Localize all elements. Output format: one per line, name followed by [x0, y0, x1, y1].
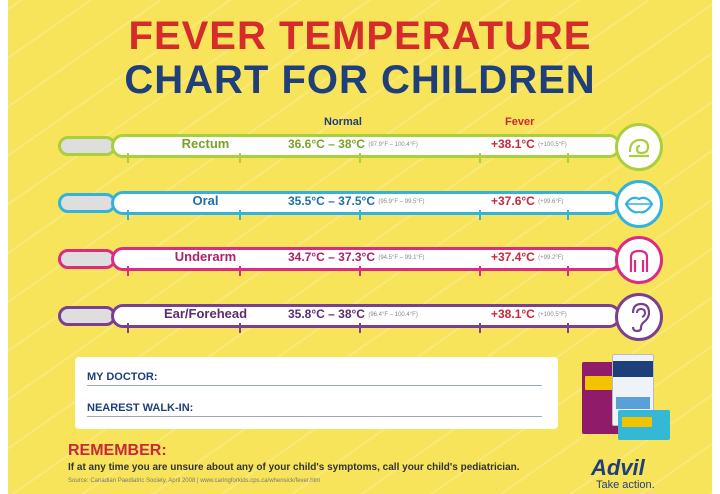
- nearest-walk-in-field[interactable]: [87, 416, 542, 417]
- mouth-icon: [615, 180, 663, 228]
- thermometer-stem: [111, 191, 621, 215]
- tick-mark: [359, 153, 361, 163]
- fever-threshold-c: +37.4°C: [491, 250, 535, 264]
- remember-heading: REMEMBER:: [68, 442, 167, 459]
- normal-range-f: (97.9°F – 100.4°F): [368, 141, 418, 148]
- tick-mark: [567, 323, 569, 333]
- nearest-walk-in-label: NEAREST WALK-IN:: [87, 402, 194, 414]
- tick-mark: [479, 323, 481, 333]
- my-doctor-label: MY DOCTOR:: [87, 371, 158, 383]
- normal-range-f: (95.9°F – 99.5°F): [378, 198, 425, 205]
- fever-column-header: Fever: [505, 116, 535, 128]
- title-line-1: FEVER TEMPERATURE: [128, 14, 592, 58]
- tick-mark: [567, 266, 569, 276]
- site-label: Rectum: [181, 136, 230, 151]
- rectum-icon: [615, 123, 663, 171]
- normal-range: 34.7°C – 37.3°C (94.5°F – 99.1°F): [288, 250, 424, 264]
- fever-threshold-c: +37.6°C: [491, 194, 535, 208]
- thermometer-underarm: Underarm 34.7°C – 37.3°C (94.5°F – 99.1°…: [53, 236, 673, 288]
- fever-threshold-f: (+99.2°F): [538, 254, 564, 261]
- normal-range: 35.8°C – 38°C (96.4°F – 100.4°F): [288, 307, 418, 321]
- tick-mark: [479, 153, 481, 163]
- thermometer-ear-forehead: Ear/Forehead 35.8°C – 38°C (96.4°F – 100…: [53, 293, 673, 345]
- fever-threshold: +37.6°C (+99.6°F): [491, 194, 563, 208]
- tick-mark: [127, 266, 129, 276]
- site-label: Underarm: [174, 249, 237, 264]
- fever-threshold-f: (+100.5°F): [538, 311, 567, 318]
- normal-column-header: Normal: [324, 116, 362, 128]
- tick-mark: [359, 210, 361, 220]
- remember-text: If at any time you are unsure about any …: [68, 462, 520, 473]
- advil-logo: Advil: [591, 455, 645, 480]
- thermometer-ticks: [127, 153, 569, 163]
- tick-mark: [567, 210, 569, 220]
- thermometer-stem: [111, 247, 621, 271]
- tick-mark: [239, 266, 241, 276]
- thermometer-rectum: Rectum 36.6°C – 38°C (97.9°F – 100.4°F) …: [53, 123, 673, 175]
- site-label: Oral: [192, 193, 219, 208]
- tick-mark: [239, 210, 241, 220]
- thermometer-tip: [58, 249, 116, 269]
- tick-mark: [127, 323, 129, 333]
- normal-range-c: 36.6°C – 38°C: [288, 137, 365, 151]
- normal-range-c: 35.5°C – 37.5°C: [288, 194, 375, 208]
- tick-mark: [127, 153, 129, 163]
- contact-form: MY DOCTOR: NEAREST WALK-IN:: [75, 357, 558, 429]
- ear-icon: [615, 293, 663, 341]
- fever-threshold: +38.1°C (+100.5°F): [491, 137, 567, 151]
- thermometer-tip: [58, 193, 116, 213]
- thermometer-ticks: [127, 210, 569, 220]
- thermometer-tip: [58, 306, 116, 326]
- normal-range-c: 35.8°C – 38°C: [288, 307, 365, 321]
- tick-mark: [239, 323, 241, 333]
- tick-mark: [127, 210, 129, 220]
- normal-range: 35.5°C – 37.5°C (95.9°F – 99.5°F): [288, 194, 424, 208]
- thermometer-ticks: [127, 266, 569, 276]
- normal-range-f: (94.5°F – 99.1°F): [378, 254, 425, 261]
- normal-range: 36.6°C – 38°C (97.9°F – 100.4°F): [288, 137, 418, 151]
- fever-threshold-f: (+100.5°F): [538, 141, 567, 148]
- fever-chart-poster: FEVER TEMPERATURE CHART FOR CHILDREN Nor…: [8, 0, 712, 494]
- title-line-2: CHART FOR CHILDREN: [124, 58, 596, 102]
- normal-range-f: (96.4°F – 100.4°F): [368, 311, 418, 318]
- tagline: Take action.: [596, 479, 655, 491]
- underarm-icon: [615, 236, 663, 284]
- my-doctor-field[interactable]: [87, 385, 542, 386]
- thermometer-ticks: [127, 323, 569, 333]
- tick-mark: [567, 153, 569, 163]
- product-box-cyan: [618, 410, 670, 440]
- thermometer-tip: [58, 136, 116, 156]
- fever-threshold-c: +38.1°C: [491, 307, 535, 321]
- fever-threshold: +37.4°C (+99.2°F): [491, 250, 563, 264]
- thermometer-oral: Oral 35.5°C – 37.5°C (95.9°F – 99.5°F) +…: [53, 180, 673, 232]
- fever-threshold-c: +38.1°C: [491, 137, 535, 151]
- tick-mark: [359, 323, 361, 333]
- tick-mark: [479, 266, 481, 276]
- thermometer-stem: [111, 134, 621, 158]
- source-citation: Source: Canadian Paediatric Society, Apr…: [68, 478, 321, 484]
- fever-threshold: +38.1°C (+100.5°F): [491, 307, 567, 321]
- tick-mark: [479, 210, 481, 220]
- tick-mark: [359, 266, 361, 276]
- tick-mark: [239, 153, 241, 163]
- normal-range-c: 34.7°C – 37.3°C: [288, 250, 375, 264]
- site-label: Ear/Forehead: [163, 306, 248, 321]
- fever-threshold-f: (+99.6°F): [538, 198, 564, 205]
